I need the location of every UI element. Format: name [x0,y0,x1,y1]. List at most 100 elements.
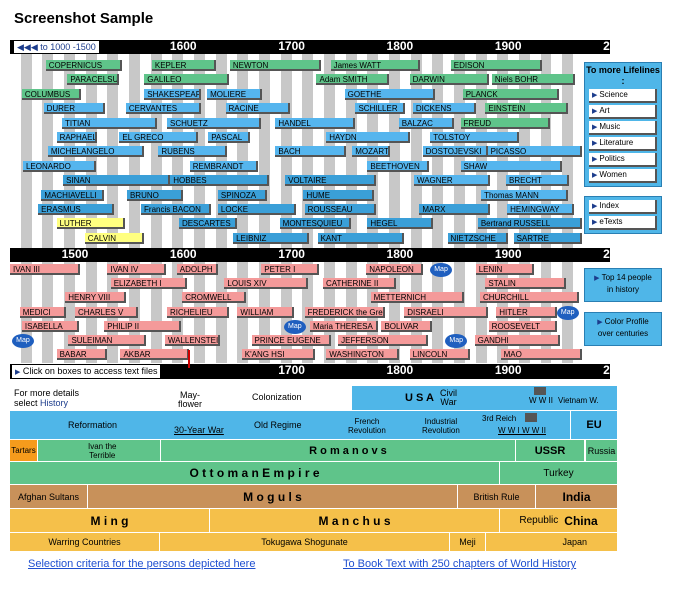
person-bar[interactable]: SULEIMAN [68,335,147,346]
person-bar[interactable]: TITIAN [61,117,158,129]
person-bar[interactable]: LUTHER [56,218,125,230]
person-bar[interactable]: HUME [303,189,374,201]
panel-link-literature[interactable]: ▶ Literature [589,137,657,151]
person-bar[interactable]: MOZART [352,146,391,158]
map-button[interactable]: Map [430,263,453,277]
turkey-cell[interactable]: Turkey [500,462,618,484]
person-bar[interactable]: SHAW [460,160,563,172]
tokugawa-cell[interactable]: Tokugawa Shogunate [160,533,450,551]
person-bar[interactable]: Thomas MANN [481,189,568,201]
person-bar[interactable]: SARTRE [513,232,582,244]
ww2-usa-label[interactable]: W W II [529,396,553,405]
usa-cell[interactable]: U S A [352,386,618,410]
person-bar[interactable]: COLUMBUS [21,88,82,100]
person-bar[interactable]: SPINOZA [217,189,267,201]
person-bar[interactable]: RUBENS [158,146,227,158]
person-bar[interactable]: IVAN III [10,264,81,275]
person-bar[interactable]: NEWTON [229,60,321,71]
person-bar[interactable]: SHAKESPEARE [144,88,201,100]
panel-link-etexts[interactable]: ▶ eTexts [589,216,657,230]
person-bar[interactable]: GALILEO [144,74,229,86]
footer-hint[interactable]: ▶ Click on boxes to access text files [12,365,161,378]
panel-link-art[interactable]: ▶ Art [589,105,657,119]
person-bar[interactable]: K'ANG HSI [241,349,316,361]
person-bar[interactable]: CERVANTES [125,103,201,115]
person-bar[interactable]: MOLIERE [207,88,263,100]
person-bar[interactable]: DURER [43,103,106,115]
history-row-usa[interactable]: May-flower Colonization U S A Civil War W… [10,386,618,410]
person-bar[interactable]: Maria THERESA [309,320,379,332]
history-row-europe[interactable]: Reformation 30-Year War Old Regime Frenc… [10,411,618,439]
person-bar[interactable]: HENRY VIII [65,292,126,304]
person-bar[interactable]: GANDHI [474,335,561,346]
panel-link-music[interactable]: ▶ Music [589,121,657,135]
ming-cell[interactable]: M i n g [10,509,210,532]
japan-cell[interactable]: Japan [486,533,618,551]
person-bar[interactable]: CHARLES V [74,306,138,318]
person-bar[interactable]: CROMWELL [182,292,247,304]
person-bar[interactable]: ADOLPH [176,264,218,275]
person-bar[interactable]: PETER I [261,264,319,275]
person-bar[interactable]: WILLIAM [237,306,294,318]
person-bar[interactable]: RACINE [225,103,291,115]
person-bar[interactable]: ISABELLA [21,320,80,332]
person-bar[interactable]: AKBAR [120,349,189,361]
mayflower-label[interactable]: May-flower [178,390,203,409]
person-bar[interactable]: NAPOLEON [366,264,423,275]
ottoman-cell[interactable]: O t t o m a n E m p i r e [10,462,500,484]
person-bar[interactable]: KEPLER [151,60,216,71]
person-bar[interactable]: GOETHE [344,88,435,100]
person-bar[interactable]: CHURCHILL [480,292,579,304]
person-bar[interactable]: STALIN [485,278,566,290]
person-bar[interactable]: Bertrand RUSSELL [477,218,582,230]
panel-link-politics[interactable]: ▶ Politics [589,153,657,167]
person-bar[interactable]: LEONARDO [22,160,96,172]
person-bar[interactable]: MACHIAVELLI [41,189,105,201]
person-bar[interactable]: EDISON [450,60,542,71]
person-bar[interactable]: FREDERICK the Great [304,306,385,318]
person-bar[interactable]: REMBRANDT [189,160,258,172]
person-bar[interactable]: RAPHAEL [56,132,97,143]
person-bar[interactable]: RICHELIEU [167,306,229,318]
person-bar[interactable]: SINAN [63,175,171,187]
british-rule-cell[interactable]: British Rule [458,485,536,508]
person-bar[interactable]: HAYDN [326,132,410,143]
person-bar[interactable]: NIETZSCHE [447,232,509,244]
person-bar[interactable]: ERASMUS [38,204,114,215]
republic-cell[interactable]: Republic China [500,509,618,532]
person-bar[interactable]: MEDICI [19,306,67,318]
ivan-terrible-label[interactable]: Ivan the Terrible [88,442,117,460]
person-bar[interactable]: LENIN [475,264,535,275]
history-row-india[interactable]: Afghan Sultans M o g u l s British Rule … [10,485,618,508]
person-bar[interactable]: EL GRECO [119,132,199,143]
person-bar[interactable]: Adam SMITH [316,74,390,86]
person-bar[interactable]: BALZAC [398,117,455,129]
panel-link-index[interactable]: ▶ Index [589,200,657,214]
person-bar[interactable]: FREUD [460,117,551,129]
russia-cell[interactable]: Russia [585,440,618,461]
person-bar[interactable]: ROUSSEAU [304,204,377,215]
third-reich-label[interactable]: 3rd Reich [482,414,517,423]
person-bar[interactable]: HEMINGWAY [507,204,575,215]
person-bar[interactable]: WALLENSTEIN [164,335,221,346]
person-bar[interactable]: ELIZABETH I [110,278,187,290]
industrial-revolution-label[interactable]: Industrial Revolution [422,417,460,435]
map-button[interactable]: Map [11,334,34,348]
person-bar[interactable]: METTERNICH [370,292,464,304]
person-bar[interactable]: HITLER [496,306,557,318]
person-bar[interactable]: Francis BACON [141,204,212,215]
map-button[interactable]: Map [556,305,579,320]
person-bar[interactable]: TOLSTOY [430,132,519,143]
person-bar[interactable]: VOLTAIRE [285,175,377,187]
person-bar[interactable]: DISRAELI [404,306,488,318]
person-bar[interactable]: BEETHOVEN [367,160,430,172]
person-bar[interactable]: HANDEL [275,117,356,129]
person-bar[interactable]: BABAR [56,349,108,361]
person-bar[interactable]: PASCAL [208,132,251,143]
person-bar[interactable]: JEFFERSON [338,335,429,346]
history-row-russia[interactable]: Tartars Ivan the Terrible R o m a n o v s… [10,440,618,461]
person-bar[interactable]: PRINCE EUGENE [251,335,331,346]
person-bar[interactable]: LINCOLN [409,349,471,361]
selection-criteria-link[interactable]: Selection criteria for the persons depic… [28,558,256,570]
panel-link-science[interactable]: ▶ Science [589,89,657,103]
